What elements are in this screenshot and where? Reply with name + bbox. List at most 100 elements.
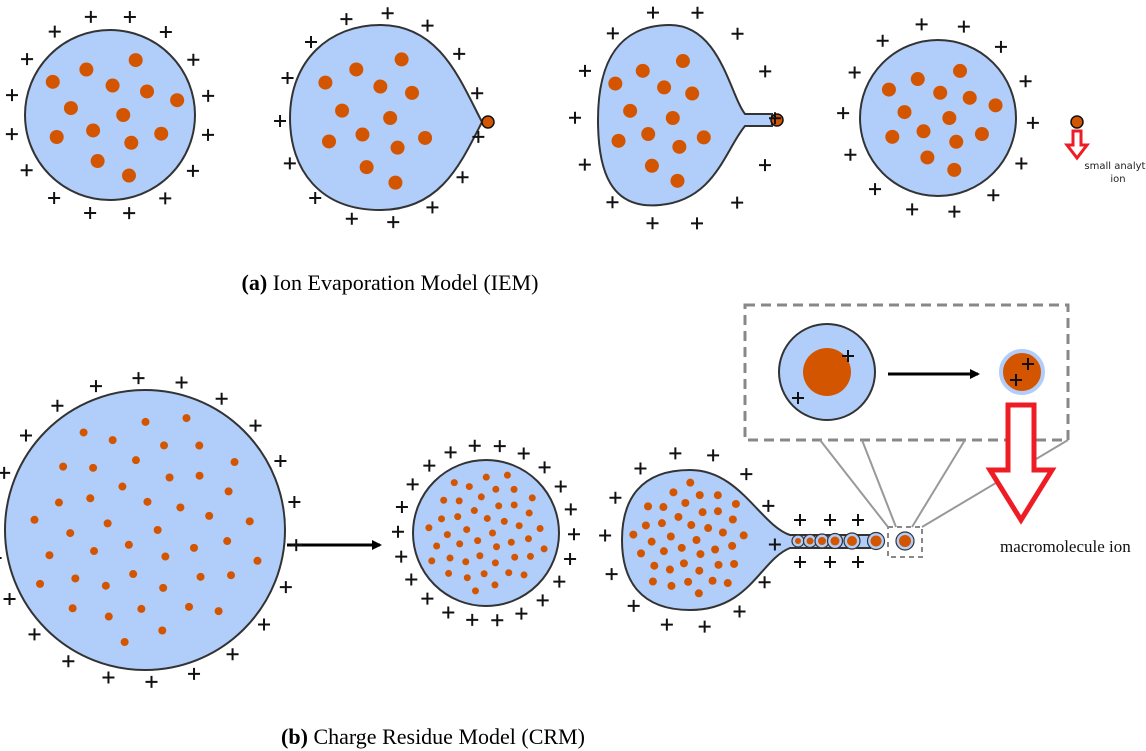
analyte-dot [383, 111, 397, 125]
analyte-dot [667, 582, 675, 590]
analyte-dot [672, 140, 686, 154]
analyte-dot [318, 76, 332, 90]
analyte-dot [154, 526, 162, 534]
plus-sign [250, 420, 262, 432]
analyte-dot [666, 566, 674, 574]
small-droplet-core [899, 535, 911, 547]
plus-sign [707, 449, 719, 461]
plus-sign [869, 183, 881, 195]
analyte-dot [474, 537, 481, 544]
plus-sign [442, 607, 454, 619]
analyte-dot [669, 488, 677, 496]
analyte-dot [657, 80, 671, 94]
analyte-dot [695, 567, 703, 575]
analyte-dot [686, 479, 694, 487]
plus-sign [906, 203, 918, 215]
analyte-dot [64, 101, 78, 115]
plus-sign [51, 400, 63, 412]
analyte-dot [36, 580, 44, 588]
caption-text: Ion Evaporation Model (IEM) [273, 270, 539, 295]
plus-sign [877, 35, 889, 47]
analyte-dot [732, 500, 740, 508]
analyte-dot [476, 552, 483, 559]
analyte-dot [246, 517, 254, 525]
analyte-dot [109, 436, 117, 444]
analyte-dot [454, 513, 461, 520]
analyte-dot [405, 86, 419, 100]
analyte-dot [920, 150, 934, 164]
analyte-dot [45, 551, 53, 559]
plus-sign [734, 606, 746, 618]
analyte-dot [66, 529, 74, 537]
analyte-dot [69, 604, 77, 612]
analyte-dot [395, 52, 409, 66]
plus-sign [691, 7, 703, 19]
analyte-dot [989, 98, 1003, 112]
plus-sign [1027, 117, 1039, 129]
analyte-dot [160, 441, 168, 449]
analyte-dot [190, 544, 198, 552]
analyte-dot [373, 80, 387, 94]
analyte-dot [511, 486, 518, 493]
analyte-dot [491, 581, 498, 588]
analyte-dot [205, 512, 213, 520]
plus-sign [176, 376, 188, 388]
analyte-dot [137, 605, 145, 613]
plus-sign [568, 528, 580, 540]
figure: small analyte ion macromolecule ion (a) … [0, 0, 1146, 751]
analyte-dot [882, 83, 896, 97]
plus-sign [609, 492, 621, 504]
analyte-dot [719, 529, 727, 537]
plus-sign [515, 608, 527, 620]
plus-sign [606, 196, 618, 208]
analyte-dot [444, 531, 451, 538]
analyte-dot [456, 540, 463, 547]
analyte-dot [678, 544, 686, 552]
analyte-dot [670, 174, 684, 188]
analyte-dot [182, 414, 190, 422]
analyte-dot [195, 442, 203, 450]
analyte-dot [644, 502, 652, 510]
analyte-dot [253, 557, 261, 565]
analyte-dot [158, 627, 166, 635]
ion [482, 116, 494, 128]
plus-sign [647, 7, 659, 19]
plus-sign [422, 20, 434, 32]
analyte-dot [360, 160, 374, 174]
analyte-dot [949, 135, 963, 149]
analyte-dot [116, 108, 130, 122]
analyte-dot [176, 503, 184, 511]
plus-sign [102, 672, 114, 684]
analyte-dot [80, 428, 88, 436]
analyte-dot [911, 72, 925, 86]
red-arrow [990, 405, 1052, 520]
plus-sign [995, 41, 1007, 53]
plus-sign [539, 461, 551, 473]
analyte-dot [121, 638, 129, 646]
plus-sign [6, 128, 18, 140]
plus-sign [28, 628, 40, 640]
analyte-dot [933, 86, 947, 100]
analyte-dot [388, 176, 402, 190]
analyte-dot [541, 545, 548, 552]
plus-sign [21, 164, 33, 176]
plus-sign [759, 159, 771, 171]
shapes [5, 25, 1087, 670]
plus-sign [90, 380, 102, 392]
analyte-dot [685, 87, 699, 101]
plus-sign [579, 65, 591, 77]
droplet [860, 40, 1016, 196]
small-droplet-core [818, 537, 826, 545]
analyte-dot [511, 501, 518, 508]
analyte-dot [684, 578, 692, 586]
analyte-dot [660, 547, 668, 555]
analyte-dot [445, 570, 452, 577]
analyte-dot [166, 473, 174, 481]
analyte-dot [526, 510, 533, 517]
plus-sign [491, 614, 503, 626]
analyte-dot [492, 559, 499, 566]
plus-sign [565, 503, 577, 515]
plus-sign [284, 157, 296, 169]
analyte-dot [537, 525, 544, 532]
plus-sign [569, 112, 581, 124]
